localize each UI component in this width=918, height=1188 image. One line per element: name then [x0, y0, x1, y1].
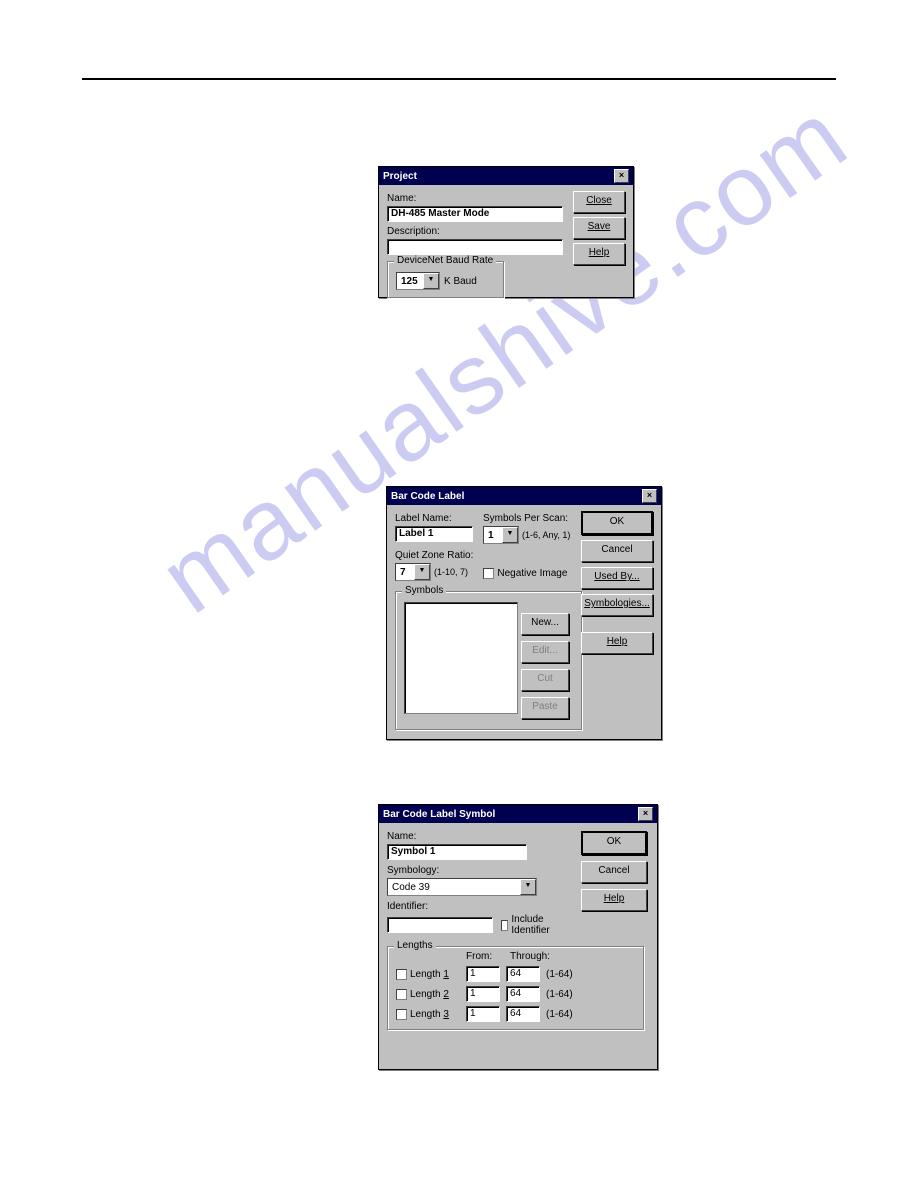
- symbologies-button[interactable]: Symbologies...: [581, 594, 653, 616]
- length-row: Length 3 1 64 (1-64): [396, 1006, 636, 1022]
- name-input[interactable]: DH-485 Master Mode: [387, 206, 563, 222]
- checkbox-icon: [396, 989, 407, 1000]
- barcode-label-symbol-title: Bar Code Label Symbol: [383, 809, 495, 820]
- checkbox-icon: [396, 1009, 407, 1020]
- checkbox-icon: [501, 920, 509, 931]
- close-icon[interactable]: ×: [614, 169, 629, 183]
- length-from-input[interactable]: 1: [466, 986, 500, 1002]
- label-name-label: Label Name:: [395, 513, 473, 524]
- length-row: Length 1 1 64 (1-64): [396, 966, 636, 982]
- quiet-zone-select[interactable]: 7 ▼: [395, 563, 431, 581]
- length-label: Length 1: [410, 969, 449, 980]
- name-label: Name:: [387, 193, 567, 204]
- new-symbol-button[interactable]: New...: [521, 613, 569, 635]
- length-checkbox[interactable]: Length 1: [396, 969, 460, 980]
- help-button[interactable]: Help: [581, 889, 647, 911]
- barcode-label-titlebar: Bar Code Label ×: [387, 487, 661, 505]
- barcode-label-title: Bar Code Label: [391, 491, 464, 502]
- used-by-button[interactable]: Used By...: [581, 567, 653, 589]
- project-dialog: Project × Name: DH-485 Master Mode Descr…: [378, 166, 634, 298]
- symbols-group-legend: Symbols: [402, 585, 446, 596]
- chevron-down-icon: ▼: [423, 273, 439, 289]
- cut-symbol-button[interactable]: Cut: [521, 669, 569, 691]
- length-checkbox[interactable]: Length 2: [396, 989, 460, 1000]
- description-input[interactable]: [387, 239, 563, 255]
- close-button[interactable]: Close: [573, 191, 625, 213]
- checkbox-icon: [396, 969, 407, 980]
- identifier-label: Identifier:: [387, 901, 557, 912]
- edit-symbol-button[interactable]: Edit...: [521, 641, 569, 663]
- from-header: From:: [466, 951, 504, 962]
- length-from-input[interactable]: 1: [466, 1006, 500, 1022]
- length-row: Length 2 1 64 (1-64): [396, 986, 636, 1002]
- symbol-name-label: Name:: [387, 831, 557, 842]
- barcode-label-symbol-titlebar: Bar Code Label Symbol ×: [379, 805, 657, 823]
- project-titlebar: Project ×: [379, 167, 633, 185]
- length-through-input[interactable]: 64: [506, 1006, 540, 1022]
- save-button[interactable]: Save: [573, 217, 625, 239]
- length-through-input[interactable]: 64: [506, 966, 540, 982]
- ok-button[interactable]: OK: [581, 831, 647, 855]
- through-header: Through:: [510, 951, 554, 962]
- help-button[interactable]: Help: [573, 243, 625, 265]
- length-checkbox[interactable]: Length 3: [396, 1009, 460, 1020]
- length-from-input[interactable]: 1: [466, 966, 500, 982]
- label-name-input[interactable]: Label 1: [395, 526, 473, 542]
- lengths-group-legend: Lengths: [394, 940, 436, 951]
- barcode-label-symbol-dialog: Bar Code Label Symbol × Name: Symbol 1 S…: [378, 804, 658, 1070]
- chevron-down-icon: ▼: [520, 879, 536, 895]
- symbology-select[interactable]: Code 39 ▼: [387, 878, 537, 896]
- baud-group-legend: DeviceNet Baud Rate: [394, 255, 496, 266]
- length-range-hint: (1-64): [546, 969, 573, 980]
- quiet-zone-hint: (1-10, 7): [434, 567, 468, 577]
- include-identifier-checkbox[interactable]: Include Identifier: [501, 914, 557, 936]
- cancel-button[interactable]: Cancel: [581, 540, 653, 562]
- baud-unit: K Baud: [444, 276, 477, 287]
- baud-select[interactable]: 125 ▼: [396, 272, 440, 290]
- symbols-per-scan-label: Symbols Per Scan:: [483, 513, 570, 524]
- length-range-hint: (1-64): [546, 989, 573, 1000]
- barcode-label-dialog: Bar Code Label × Label Name: Label 1 Sym…: [386, 486, 662, 740]
- chevron-down-icon: ▼: [502, 527, 518, 543]
- baud-value: 125: [397, 276, 423, 287]
- paste-symbol-button[interactable]: Paste: [521, 697, 569, 719]
- help-button[interactable]: Help: [581, 632, 653, 654]
- chevron-down-icon: ▼: [414, 564, 430, 580]
- length-label: Length 2: [410, 989, 449, 1000]
- negative-image-checkbox[interactable]: Negative Image: [483, 568, 567, 579]
- symbols-per-scan-hint: (1-6, Any, 1): [522, 530, 570, 540]
- page-horizontal-rule: [82, 78, 836, 80]
- symbols-listbox[interactable]: [404, 602, 518, 714]
- length-through-input[interactable]: 64: [506, 986, 540, 1002]
- close-icon[interactable]: ×: [638, 807, 653, 821]
- length-range-hint: (1-64): [546, 1009, 573, 1020]
- length-label: Length 3: [410, 1009, 449, 1020]
- symbols-per-scan-select[interactable]: 1 ▼: [483, 526, 519, 544]
- quiet-zone-label: Quiet Zone Ratio:: [395, 550, 473, 561]
- ok-button[interactable]: OK: [581, 511, 653, 535]
- identifier-input[interactable]: [387, 917, 493, 933]
- checkbox-icon: [483, 568, 494, 579]
- close-icon[interactable]: ×: [642, 489, 657, 503]
- description-label: Description:: [387, 226, 567, 237]
- symbol-name-input[interactable]: Symbol 1: [387, 844, 527, 860]
- project-title: Project: [383, 171, 417, 182]
- cancel-button[interactable]: Cancel: [581, 861, 647, 883]
- symbology-label: Symbology:: [387, 865, 557, 876]
